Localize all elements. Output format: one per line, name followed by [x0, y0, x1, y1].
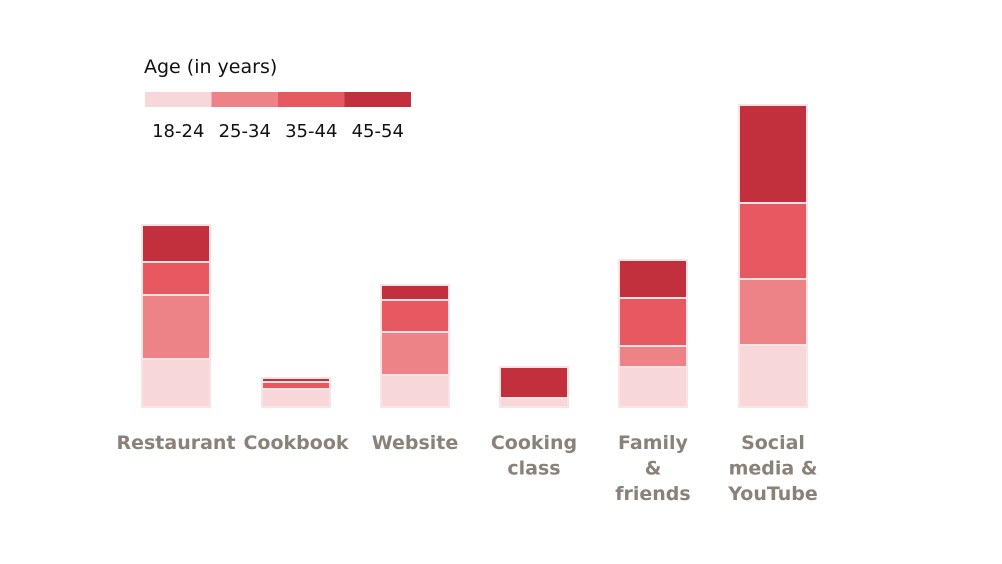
category-label-4-line-0: Family	[618, 432, 689, 454]
legend: Age (in years) 18-24 25-34 35-44 45-54	[144, 56, 411, 142]
bar-restaurant-18-24	[141, 358, 211, 408]
bars	[141, 104, 808, 408]
bar-restaurant-25-34	[141, 294, 211, 360]
legend-swatch-25-34	[211, 92, 278, 107]
category-label-1-line-0: Cookbook	[243, 432, 348, 454]
bar-cookbook-35-44	[261, 381, 331, 390]
category-labels: Restaurant Cookbook Website Cooking class Fam…	[116, 432, 817, 505]
bar-website-18-24	[380, 374, 450, 408]
category-label-5-line-2: YouTube	[727, 483, 817, 505]
legend-swatch-35-44	[278, 92, 345, 107]
bar-cooking-class-18-24	[499, 397, 569, 408]
legend-label-18-24: 18-24	[152, 121, 204, 142]
bar-family-friends-18-24	[618, 366, 688, 408]
bar-website-35-44	[380, 299, 450, 333]
legend-swatch-18-24	[145, 92, 212, 107]
bar-social-media-youtube-18-24	[738, 344, 808, 408]
bar-cookbook-45-54	[261, 377, 331, 383]
bar-social-media-youtube-25-34	[738, 278, 808, 346]
bar-social-media-youtube-35-44	[738, 202, 808, 280]
bar-family-friends-35-44	[618, 297, 688, 347]
legend-label-25-34: 25-34	[219, 121, 271, 142]
bar-website-45-54	[380, 284, 450, 301]
bar-social-media-youtube-45-54	[738, 104, 808, 204]
legend-label-45-54: 45-54	[352, 121, 404, 142]
category-label-2-line-0: Website	[372, 432, 459, 454]
category-label-4-line-1: &	[645, 458, 662, 480]
category-label-5-line-1: media &	[729, 458, 818, 480]
bar-website-25-34	[380, 331, 450, 376]
bar-cooking-class-45-54	[499, 366, 569, 399]
legend-title: Age (in years)	[144, 56, 277, 78]
bar-family-friends-45-54	[618, 259, 688, 299]
category-label-5-line-0: Social	[741, 432, 805, 454]
bar-restaurant-35-44	[141, 261, 211, 296]
category-label-0-line-0: Restaurant	[116, 432, 235, 454]
category-label-3-line-1: class	[507, 458, 560, 480]
bar-restaurant-45-54	[141, 224, 211, 263]
bar-cookbook-18-24	[261, 388, 331, 408]
legend-swatch-45-54	[344, 92, 411, 107]
category-label-4-line-2: friends	[615, 483, 690, 505]
category-label-3-line-0: Cooking	[491, 432, 577, 454]
legend-label-35-44: 35-44	[285, 121, 337, 142]
bar-family-friends-25-34	[618, 345, 688, 368]
